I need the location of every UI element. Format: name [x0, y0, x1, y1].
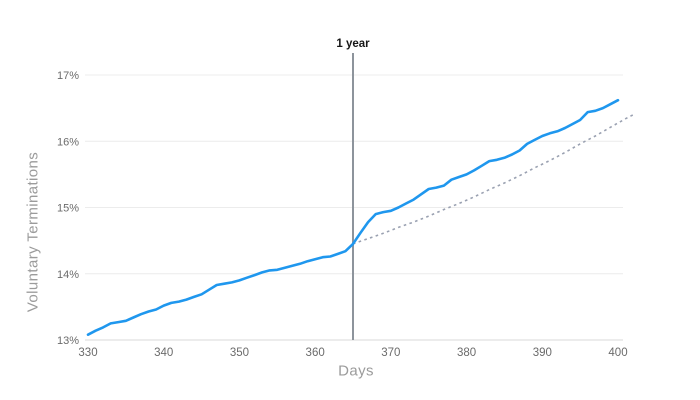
x-tick-label-350: 350: [230, 347, 249, 359]
y-tick-label-13%: 13%: [57, 335, 79, 347]
projection-trend-line: [352, 114, 634, 245]
y-tick-labels: 13% 14% 15% 16% 17%: [57, 70, 79, 347]
x-tick-label-390: 390: [533, 347, 552, 359]
y-axis-title: Voluntary Terminations: [24, 151, 42, 313]
one-year-annotation-label: 1 year: [336, 38, 370, 50]
x-axis-title: Days: [338, 362, 374, 380]
voluntary-terminations-line: [86, 98, 620, 337]
x-tick-label-330: 330: [78, 347, 97, 359]
x-tick-labels: 330 340 350 360 370 380 390 400: [78, 347, 627, 359]
x-tick-label-340: 340: [154, 347, 173, 359]
y-tick-label-16%: 16%: [57, 136, 79, 148]
x-tick-label-380: 380: [457, 347, 476, 359]
x-tick-label-400: 400: [608, 347, 627, 359]
x-tick-label-360: 360: [306, 347, 325, 359]
y-tick-label-17%: 17%: [57, 70, 79, 82]
y-tick-label-15%: 15%: [57, 203, 79, 215]
y-tick-label-14%: 14%: [57, 269, 79, 281]
x-tick-label-370: 370: [381, 347, 400, 359]
